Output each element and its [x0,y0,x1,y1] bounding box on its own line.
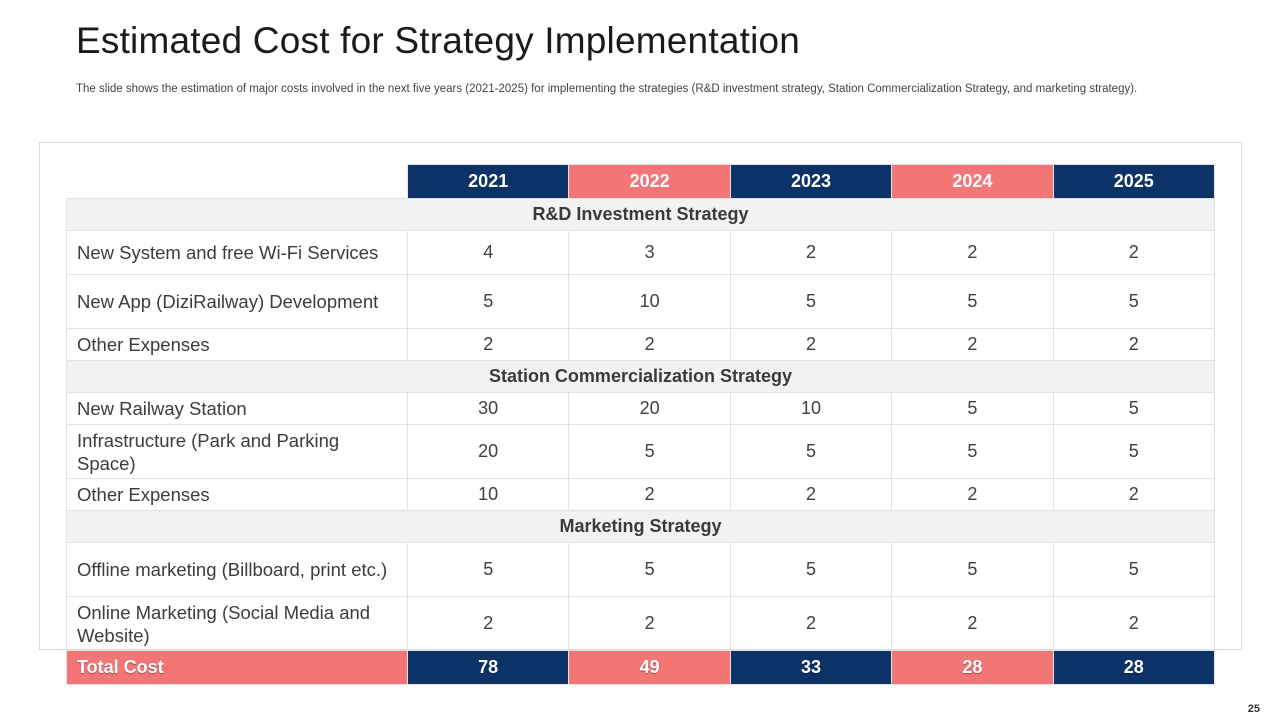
row-label: Other Expenses [66,478,408,511]
cell-value: 2 [891,596,1054,651]
total-value-2023: 33 [729,650,893,685]
row-label: New Railway Station [66,392,408,425]
row-label: New App (DiziRailway) Development [66,274,408,329]
section-title: R&D Investment Strategy [66,198,1215,231]
table-row: Other Expenses 2 2 2 2 2 [66,328,1215,361]
cell-value: 2 [406,596,570,651]
year-header-2023: 2023 [729,164,893,199]
cell-value: 5 [891,274,1054,329]
table-row: Online Marketing (Social Media and Websi… [66,596,1215,651]
total-value-2024: 28 [891,650,1054,685]
cell-value: 5 [568,542,731,597]
table-row: Offline marketing (Billboard, print etc.… [66,542,1215,597]
cell-value: 5 [891,392,1054,425]
table-row: New System and free Wi-Fi Services 4 3 2… [66,230,1215,275]
slide-subtitle: The slide shows the estimation of major … [76,83,1138,95]
year-header-2022: 2022 [568,164,731,199]
row-label: Online Marketing (Social Media and Websi… [66,596,408,651]
table-row: Other Expenses 10 2 2 2 2 [66,478,1215,511]
cell-value: 5 [568,424,731,479]
section-header-rd: R&D Investment Strategy [66,198,1215,231]
cell-value: 5 [729,424,893,479]
row-label: Infrastructure (Park and Parking Space) [66,424,408,479]
cell-value: 2 [406,328,570,361]
total-label: Total Cost [66,650,408,685]
table-row: Infrastructure (Park and Parking Space) … [66,424,1215,479]
total-value-2021: 78 [406,650,570,685]
cell-value: 5 [729,542,893,597]
cell-value: 2 [568,596,731,651]
cell-value: 10 [729,392,893,425]
cell-value: 2 [891,478,1054,511]
cell-value: 5 [891,542,1054,597]
section-header-marketing: Marketing Strategy [66,510,1215,543]
row-label: Other Expenses [66,328,408,361]
year-header-row: 2021 2022 2023 2024 2025 [66,164,1215,199]
table-row: New App (DiziRailway) Development 5 10 5… [66,274,1215,329]
row-label: New System and free Wi-Fi Services [66,230,408,275]
year-header-2024: 2024 [891,164,1054,199]
section-title: Marketing Strategy [66,510,1215,543]
row-label: Offline marketing (Billboard, print etc.… [66,542,408,597]
cell-value: 2 [891,328,1054,361]
total-value-2022: 49 [568,650,731,685]
cell-value: 10 [568,274,731,329]
cost-table: 2021 2022 2023 2024 2025 R&D Investment … [66,164,1215,685]
cell-value: 2 [729,478,893,511]
cell-value: 2 [568,328,731,361]
table-row: New Railway Station 30 20 10 5 5 [66,392,1215,425]
cell-value: 5 [1052,542,1215,597]
cell-value: 2 [729,230,893,275]
cell-value: 5 [1052,274,1215,329]
section-header-station: Station Commercialization Strategy [66,360,1215,393]
total-row: Total Cost 78 49 33 28 28 [66,650,1215,685]
cell-value: 5 [406,274,570,329]
total-value-2025: 28 [1052,650,1215,685]
cell-value: 4 [406,230,570,275]
cell-value: 2 [891,230,1054,275]
cell-value: 2 [1052,230,1215,275]
cell-value: 5 [406,542,570,597]
cell-value: 20 [406,424,570,479]
section-title: Station Commercialization Strategy [66,360,1215,393]
page-number: 25 [1247,703,1260,715]
cell-value: 20 [568,392,731,425]
cell-value: 2 [729,328,893,361]
cell-value: 5 [1052,424,1215,479]
cell-value: 5 [891,424,1054,479]
cell-value: 30 [406,392,570,425]
year-header-2025: 2025 [1052,164,1215,199]
year-header-2021: 2021 [406,164,570,199]
header-blank-cell [66,164,408,199]
cell-value: 5 [729,274,893,329]
cell-value: 5 [1052,392,1215,425]
cell-value: 2 [568,478,731,511]
cell-value: 2 [1052,596,1215,651]
cell-value: 10 [406,478,570,511]
cell-value: 2 [729,596,893,651]
cell-value: 3 [568,230,731,275]
cell-value: 2 [1052,328,1215,361]
slide-title: Estimated Cost for Strategy Implementati… [76,20,801,61]
cell-value: 2 [1052,478,1215,511]
